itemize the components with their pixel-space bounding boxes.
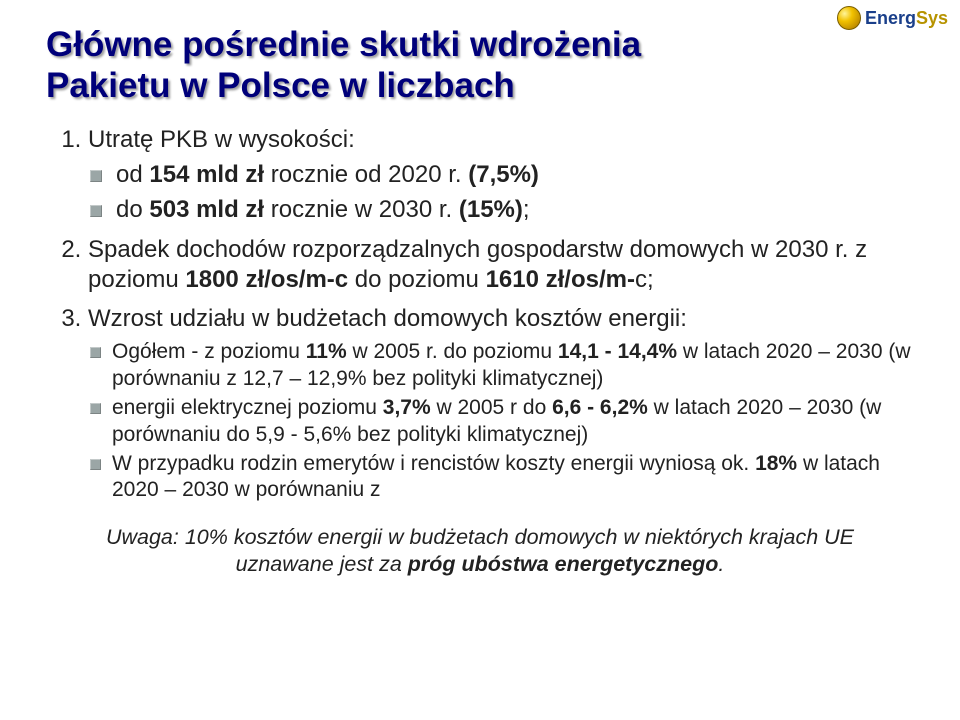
logo-text: EnergSys	[865, 8, 948, 29]
item1-bullets: od 154 mld zł rocznie od 2020 r. (7,5%) …	[88, 160, 914, 225]
list-item-1: Utratę PKB w wysokości: od 154 mld zł ro…	[88, 125, 914, 226]
brand-logo: EnergSys	[837, 6, 948, 30]
title-line-1: Główne pośrednie skutki wdrożenia	[46, 25, 641, 64]
item3-bullet-2: energii elektrycznej poziomu 3,7% w 2005…	[88, 395, 914, 449]
item3-bullets: Ogółem - z poziomu 11% w 2005 r. do pozi…	[88, 339, 914, 504]
title-line-2: Pakietu w Polsce w liczbach	[46, 66, 515, 105]
logo-sun-icon	[837, 6, 861, 30]
item1-bullet-2: do 503 mld zł rocznie w 2030 r. (15%);	[88, 195, 914, 226]
item3-bullet-3: W przypadku rodzin emerytów i rencistów …	[88, 451, 914, 505]
item3-lead: Wzrost udziału w budżetach domowych kosz…	[88, 305, 687, 332]
item1-lead: Utratę PKB w wysokości:	[88, 126, 355, 153]
item3-bullet-1: Ogółem - z poziomu 11% w 2005 r. do pozi…	[88, 339, 914, 393]
list-item-3: Wzrost udziału w budżetach domowych kosz…	[88, 304, 914, 505]
item1-bullet-1: od 154 mld zł rocznie od 2020 r. (7,5%)	[88, 160, 914, 191]
slide: EnergSys Główne pośrednie skutki wdrożen…	[0, 0, 960, 720]
list-item-2: Spadek dochodów rozporządzalnych gospoda…	[88, 235, 914, 294]
logo-word-a: Energ	[865, 8, 916, 29]
logo-word-b: Sys	[916, 8, 948, 29]
slide-title: Główne pośrednie skutki wdrożenia Pakiet…	[46, 24, 816, 107]
footer-note: Uwaga: 10% kosztów energii w budżetach d…	[54, 524, 906, 578]
main-ordered-list: Utratę PKB w wysokości: od 154 mld zł ro…	[46, 125, 914, 505]
